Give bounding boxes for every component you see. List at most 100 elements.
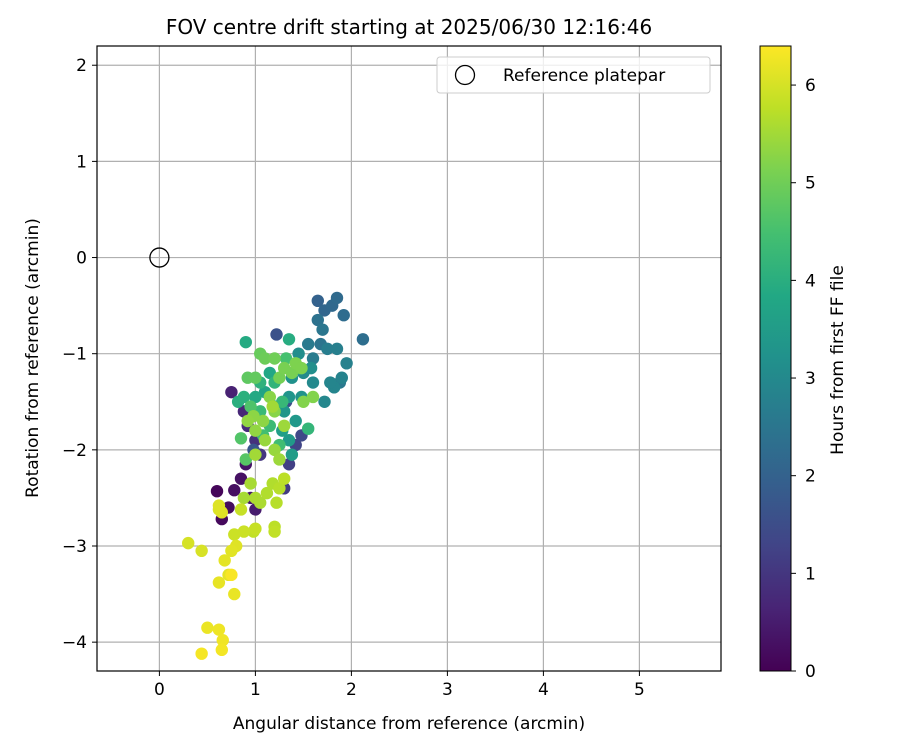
data-point — [263, 390, 276, 404]
legend-marker — [454, 64, 476, 86]
chart-title: FOV centre drift starting at 2025/06/30 … — [166, 15, 652, 39]
data-point — [297, 395, 310, 408]
data-point — [302, 337, 315, 351]
data-point — [244, 400, 257, 413]
data-point — [249, 448, 262, 461]
data-point — [356, 333, 370, 346]
data-point — [244, 477, 257, 490]
data-point — [228, 528, 241, 541]
data-point — [228, 484, 241, 497]
data-point — [258, 352, 272, 365]
data-point — [234, 432, 248, 445]
data-point — [285, 448, 299, 461]
data-point — [201, 621, 214, 634]
x-tick-label: 5 — [634, 680, 645, 700]
data-point — [282, 434, 296, 447]
x-tick-label: 2 — [346, 680, 357, 700]
data-point — [256, 414, 270, 428]
data-point — [330, 342, 344, 356]
data-point — [316, 323, 329, 336]
data-point — [216, 634, 229, 647]
data-point — [304, 361, 318, 375]
data-point — [340, 357, 353, 370]
data-point — [237, 525, 251, 538]
data-point — [282, 333, 296, 346]
data-point — [234, 472, 248, 485]
colorbar-tick-label: 5 — [805, 174, 816, 194]
data-point — [263, 366, 276, 380]
data-point — [260, 486, 274, 500]
y-tick-label: 1 — [76, 152, 87, 172]
data-point — [318, 395, 331, 408]
data-point — [234, 503, 248, 516]
data-point — [195, 647, 208, 660]
data-point — [295, 361, 308, 375]
y-tick-label: −4 — [62, 633, 87, 653]
data-point — [335, 371, 348, 384]
colorbar-tick-label: 1 — [805, 564, 816, 584]
data-point — [268, 352, 281, 365]
y-tick-label: −3 — [62, 537, 87, 557]
data-point — [311, 294, 324, 308]
data-point — [268, 525, 281, 538]
y-tick-label: 2 — [76, 56, 87, 76]
data-point — [254, 496, 267, 509]
data-point — [279, 352, 293, 365]
x-tick-label: 3 — [442, 680, 453, 700]
data-point — [225, 385, 238, 399]
colorbar-tick-label: 4 — [805, 271, 816, 291]
reference-point — [149, 247, 170, 268]
data-point — [306, 390, 320, 404]
data-point — [270, 496, 283, 509]
data-point — [321, 342, 334, 356]
data-point — [270, 328, 283, 341]
y-axis-label: Rotation from reference (arcmin) — [23, 218, 43, 498]
data-point — [276, 395, 289, 408]
data-point — [273, 482, 286, 495]
data-point — [182, 536, 195, 550]
y-tick-label: −2 — [62, 441, 87, 461]
data-point — [249, 371, 262, 384]
x-tick-label: 0 — [154, 680, 165, 700]
data-point — [239, 335, 252, 349]
data-point — [212, 623, 226, 636]
data-point — [311, 313, 324, 327]
colorbar-tick-label: 6 — [805, 76, 816, 96]
data-point — [249, 522, 262, 535]
data-point — [330, 291, 344, 305]
data-point — [278, 419, 291, 433]
data-point — [306, 376, 320, 389]
x-axis-label: Angular distance from reference (arcmin) — [233, 714, 585, 734]
legend-box — [436, 56, 711, 94]
data-point — [273, 453, 286, 466]
x-tick-label: 1 — [250, 680, 261, 700]
colorbar-label: Hours from first FF file — [828, 265, 848, 455]
data-point — [337, 309, 350, 322]
data-point — [225, 544, 238, 558]
data-point — [266, 400, 279, 413]
y-tick-label: 0 — [76, 249, 87, 269]
data-point — [237, 390, 251, 404]
data-point — [278, 405, 291, 418]
data-point — [210, 484, 224, 498]
data-point — [268, 443, 281, 457]
data-point — [306, 352, 320, 365]
data-point — [215, 643, 228, 657]
legend-label: Reference platepar — [503, 66, 665, 86]
scatter-points — [149, 247, 370, 660]
data-point — [324, 376, 337, 389]
data-point — [258, 434, 272, 447]
data-point — [289, 414, 302, 428]
data-point — [228, 587, 241, 601]
data-point — [241, 414, 254, 428]
data-point — [278, 472, 291, 485]
data-point — [292, 347, 305, 360]
colorbar-tick-label: 3 — [805, 369, 816, 389]
legend: Reference platepar — [436, 56, 711, 94]
colorbar-gradient — [759, 45, 792, 672]
data-point — [237, 491, 251, 505]
x-tick-label: 4 — [538, 680, 549, 700]
grid — [97, 46, 721, 671]
x-axis-ticks: 0 1 2 3 4 5 — [154, 671, 645, 700]
colorbar-tick-label: 2 — [805, 467, 816, 487]
